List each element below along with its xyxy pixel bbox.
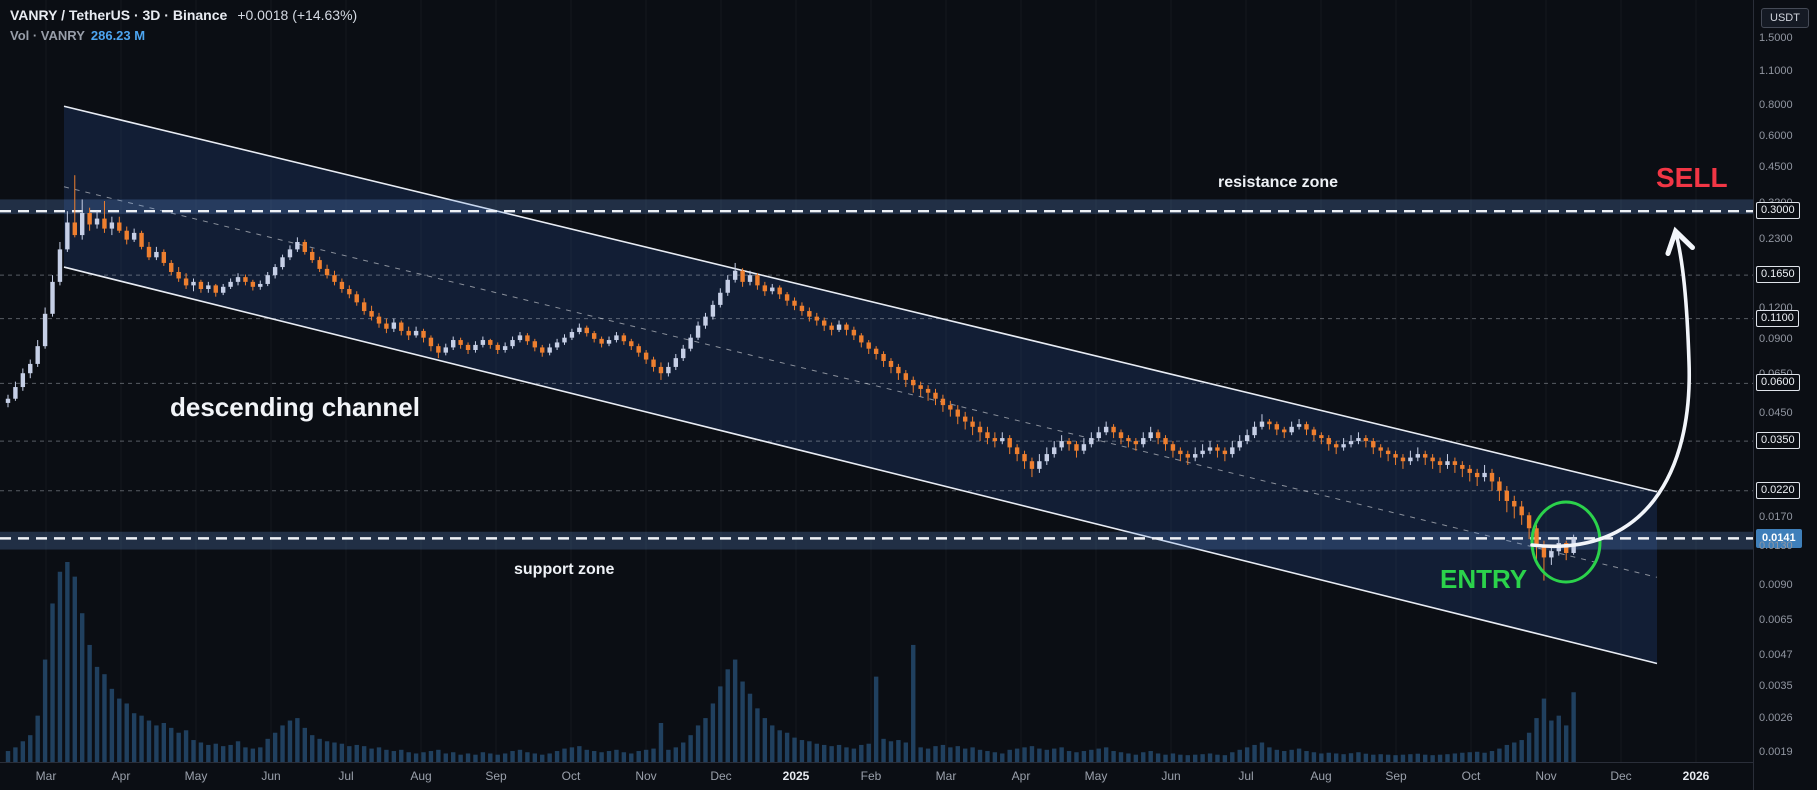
price-axis-label: 0.0600 bbox=[1756, 374, 1800, 392]
price-change: +0.0018 (+14.63%) bbox=[237, 7, 358, 23]
symbol-legend: VANRY / TetherUS · 3D · Binance +0.0018 (… bbox=[10, 7, 357, 43]
projection-arrow[interactable] bbox=[1530, 226, 1695, 549]
volume-label: Vol · VANRY bbox=[10, 28, 85, 43]
price-axis-label: 0.0450 bbox=[1759, 407, 1793, 420]
time-axis-label: Aug bbox=[1310, 769, 1332, 783]
price-axis-label: 0.2300 bbox=[1759, 232, 1793, 245]
price-axis[interactable]: 1.50001.10000.80000.60000.45000.32000.30… bbox=[1753, 0, 1817, 790]
price-axis-label: 0.8000 bbox=[1759, 99, 1793, 112]
time-axis-label: Mar bbox=[935, 769, 957, 783]
price-axis-label: 0.0900 bbox=[1759, 333, 1793, 346]
support-zone-label: support zone bbox=[514, 561, 615, 578]
price-axis-label: 1.1000 bbox=[1759, 65, 1793, 78]
time-axis-label: Nov bbox=[1535, 769, 1557, 783]
time-axis-label: May bbox=[184, 769, 208, 783]
time-axis-label: Feb bbox=[860, 769, 882, 783]
time-axis-label: May bbox=[1084, 769, 1108, 783]
price-axis-label: 0.0350 bbox=[1756, 432, 1800, 450]
time-axis-label: Jul bbox=[1238, 769, 1254, 783]
channel-fill bbox=[64, 106, 1657, 664]
time-axis-label: 2026 bbox=[1682, 769, 1710, 783]
channel-bottom-line[interactable] bbox=[63, 266, 1658, 665]
time-axis-label: Dec bbox=[710, 769, 732, 783]
time-axis-label: Apr bbox=[111, 769, 131, 783]
price-axis-label: 0.0065 bbox=[1759, 614, 1793, 627]
volume-series bbox=[5, 562, 1576, 762]
time-axis-label: Dec bbox=[1610, 769, 1632, 783]
entry-label: ENTRY bbox=[1440, 564, 1528, 594]
support-zone-band[interactable] bbox=[0, 531, 1753, 550]
price-axis-label: 0.0047 bbox=[1759, 648, 1793, 661]
time-axis-label: Jul bbox=[338, 769, 354, 783]
entry-circle[interactable] bbox=[1530, 500, 1602, 584]
price-axis-label: 0.0026 bbox=[1759, 712, 1793, 725]
price-axis-label: 0.0035 bbox=[1759, 680, 1793, 693]
resistance-zone-label: resistance zone bbox=[1218, 174, 1339, 191]
price-axis-label: 0.1100 bbox=[1756, 309, 1799, 327]
channel-top-line[interactable] bbox=[63, 105, 1658, 493]
time-axis-label: Aug bbox=[410, 769, 432, 783]
price-axis-label: 0.0170 bbox=[1759, 511, 1793, 524]
time-axis-label: Jun bbox=[261, 769, 281, 783]
descending-channel-label: descending channel bbox=[170, 392, 420, 422]
time-axis-label: Apr bbox=[1011, 769, 1031, 783]
time-axis-label: Jun bbox=[1161, 769, 1181, 783]
price-axis-label: 0.3000 bbox=[1756, 202, 1800, 220]
volume-value: 286.23 M bbox=[90, 28, 146, 43]
price-axis-label: 0.0220 bbox=[1756, 481, 1800, 499]
time-axis-label: Oct bbox=[561, 769, 581, 783]
price-axis-label: 0.4500 bbox=[1759, 160, 1793, 173]
time-axis-label: Mar bbox=[35, 769, 57, 783]
price-axis-label: 1.5000 bbox=[1759, 32, 1793, 44]
time-axis-label: 2025 bbox=[782, 769, 810, 783]
time-axis-label: Sep bbox=[485, 769, 507, 783]
channel-mid-line bbox=[63, 186, 1658, 578]
price-axis-label: 0.6000 bbox=[1759, 130, 1793, 143]
current-price-label: 0.0141 bbox=[1756, 529, 1802, 549]
price-axis-label: 0.0019 bbox=[1759, 745, 1793, 758]
symbol-title[interactable]: VANRY / TetherUS · 3D · Binance bbox=[10, 7, 228, 23]
sell-label: SELL bbox=[1656, 162, 1728, 193]
candlestick-series bbox=[5, 175, 1576, 581]
price-axis-label: 0.0130 bbox=[1759, 540, 1793, 553]
price-axis-label: 0.0090 bbox=[1759, 579, 1793, 592]
price-axis-label: 0.1650 bbox=[1756, 266, 1800, 284]
time-axis-label: Oct bbox=[1461, 769, 1481, 783]
time-axis-label: Nov bbox=[635, 769, 657, 783]
currency-unit-button[interactable]: USDT bbox=[1761, 8, 1809, 28]
time-axis[interactable]: Mar Apr May Jun Jul Aug Sep Oct Nov Dec 2025 Feb Mar… bbox=[0, 762, 1753, 790]
time-axis-label: Sep bbox=[1385, 769, 1407, 783]
